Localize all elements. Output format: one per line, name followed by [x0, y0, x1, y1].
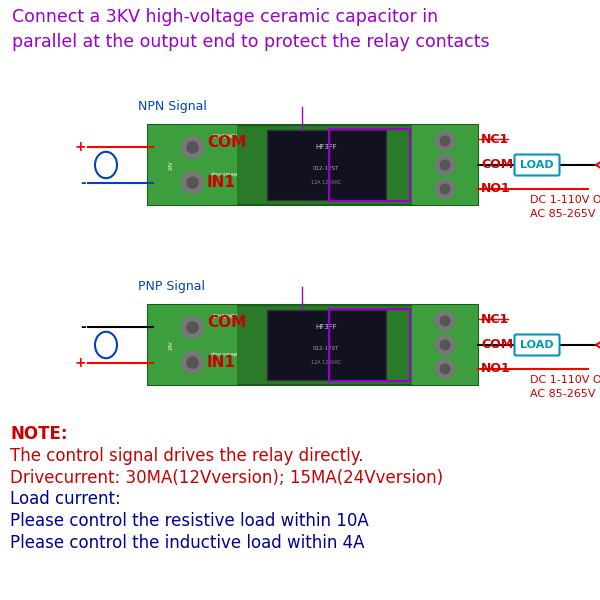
Text: NPN Signal: NPN Signal — [138, 100, 207, 113]
Text: HF3FF: HF3FF — [316, 145, 337, 151]
Ellipse shape — [95, 332, 117, 358]
Text: NOTE:: NOTE: — [10, 425, 67, 443]
Circle shape — [436, 359, 455, 379]
Circle shape — [187, 142, 198, 153]
Text: 12A 120VAC: 12A 120VAC — [311, 180, 341, 185]
Bar — [412, 305, 478, 385]
Text: Load current:: Load current: — [10, 490, 121, 508]
Text: NO1: NO1 — [481, 362, 511, 376]
Text: -: - — [80, 320, 86, 334]
Circle shape — [436, 155, 455, 175]
Circle shape — [440, 340, 450, 350]
Text: +: + — [74, 140, 86, 154]
Text: COM: COM — [207, 315, 246, 330]
FancyArrow shape — [596, 158, 600, 172]
Text: COM: COM — [207, 135, 246, 150]
Bar — [329, 309, 410, 381]
Circle shape — [436, 335, 455, 355]
Text: 12A 120VAC: 12A 120VAC — [311, 360, 341, 365]
Bar — [267, 130, 386, 200]
Circle shape — [440, 316, 450, 326]
Text: eletechsup: eletechsup — [210, 170, 237, 175]
Text: COM1: COM1 — [481, 338, 522, 352]
Circle shape — [182, 172, 203, 193]
Text: The control signal drives the relay directly.: The control signal drives the relay dire… — [10, 447, 364, 465]
Circle shape — [187, 177, 198, 188]
Text: eletechsup: eletechsup — [210, 350, 237, 355]
Text: Connect a 3KV high-voltage ceramic capacitor in
parallel at the output end to pr: Connect a 3KV high-voltage ceramic capac… — [12, 8, 490, 51]
Bar — [148, 305, 478, 385]
Text: +: + — [74, 356, 86, 370]
Text: 012-12ST: 012-12ST — [313, 346, 340, 351]
Bar — [267, 310, 386, 380]
Text: HF3FF: HF3FF — [316, 325, 337, 331]
FancyBboxPatch shape — [515, 335, 560, 355]
Text: DC 1-110V OR
AC 85-265V: DC 1-110V OR AC 85-265V — [530, 375, 600, 399]
FancyArrow shape — [596, 338, 600, 352]
Text: 24V: 24V — [169, 340, 173, 350]
Text: Drivecurrent: 30MA(12Vversion); 15MA(24Vversion): Drivecurrent: 30MA(12Vversion); 15MA(24V… — [10, 469, 443, 487]
Text: NC1: NC1 — [481, 133, 509, 146]
Text: NC1: NC1 — [481, 313, 509, 326]
FancyBboxPatch shape — [515, 154, 560, 175]
Text: NO1: NO1 — [481, 182, 511, 196]
Text: DC 1-110V OR
AC 85-265V: DC 1-110V OR AC 85-265V — [530, 195, 600, 219]
Text: PDMRA01: PDMRA01 — [211, 130, 236, 136]
Text: IN1: IN1 — [207, 355, 236, 370]
Circle shape — [182, 137, 203, 158]
Circle shape — [436, 131, 455, 151]
Circle shape — [436, 311, 455, 331]
Text: Please control the resistive load within 10A: Please control the resistive load within… — [10, 512, 369, 530]
Circle shape — [440, 160, 450, 170]
Circle shape — [182, 352, 203, 373]
Bar — [329, 129, 410, 201]
Circle shape — [187, 322, 198, 333]
Text: PNP Signal: PNP Signal — [138, 280, 205, 293]
Text: LOAD: LOAD — [520, 160, 554, 170]
Bar — [148, 125, 478, 205]
Text: -: - — [80, 176, 86, 190]
Circle shape — [440, 136, 450, 146]
Text: PDMRA01: PDMRA01 — [211, 311, 236, 316]
Circle shape — [440, 364, 450, 374]
Text: 012-12ST: 012-12ST — [313, 166, 340, 171]
Text: IN1: IN1 — [207, 175, 236, 190]
Text: COM1: COM1 — [481, 158, 522, 172]
Text: LOAD: LOAD — [520, 340, 554, 350]
Circle shape — [440, 184, 450, 194]
Bar — [148, 125, 237, 205]
Circle shape — [436, 179, 455, 199]
Circle shape — [182, 317, 203, 338]
Text: Please control the inductive load within 4A: Please control the inductive load within… — [10, 534, 365, 552]
Circle shape — [187, 357, 198, 368]
Bar — [148, 305, 237, 385]
Bar — [412, 125, 478, 205]
Ellipse shape — [95, 152, 117, 178]
Text: 24V: 24V — [169, 160, 173, 170]
